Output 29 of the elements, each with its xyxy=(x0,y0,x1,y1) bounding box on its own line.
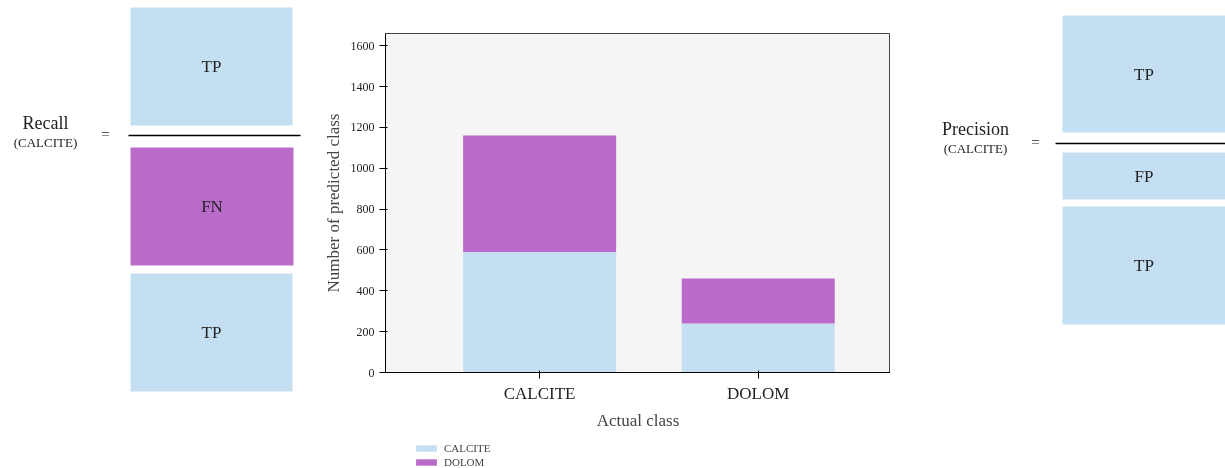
y-tick-label: 800 xyxy=(356,202,375,217)
bar xyxy=(681,323,835,373)
text: TP xyxy=(1134,256,1154,275)
legend-label: DOLOM xyxy=(444,456,485,468)
text: Recall xyxy=(22,112,69,133)
text: = xyxy=(101,125,110,142)
text: = xyxy=(1031,133,1040,150)
y-tick-label: 1400 xyxy=(350,79,375,94)
y-tick-label: 1600 xyxy=(350,38,375,53)
y-tick-label: 600 xyxy=(356,242,375,257)
x-axis-title: Actual class xyxy=(596,410,680,430)
y-tick-label: 200 xyxy=(356,324,375,339)
text: Precision xyxy=(942,118,1009,139)
y-tick-label: 400 xyxy=(356,283,375,298)
bar xyxy=(463,135,617,253)
text: TP xyxy=(201,323,222,342)
y-axis-title: Number of predicted class xyxy=(323,113,343,293)
y-tick-label: 1000 xyxy=(350,161,375,176)
text: FP xyxy=(1134,166,1154,186)
y-tick-label: 0 xyxy=(368,365,375,380)
text: TP xyxy=(201,57,222,76)
bar xyxy=(463,252,617,373)
text: (CALCITE) xyxy=(943,141,1008,156)
y-tick-label: 1200 xyxy=(350,120,375,135)
text: (CALCITE) xyxy=(13,135,78,150)
text: TP xyxy=(1134,64,1154,84)
text: FN xyxy=(201,197,223,216)
legend-label: CALCITE xyxy=(444,442,491,454)
bar xyxy=(681,278,835,324)
